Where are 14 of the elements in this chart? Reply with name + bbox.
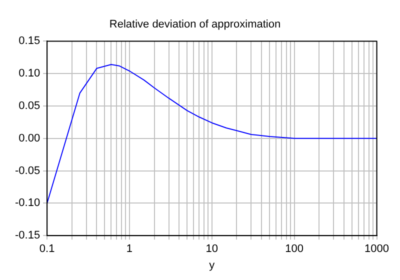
x-tick-label: 0.1 xyxy=(39,243,55,256)
x-tick-label: 1 xyxy=(126,243,133,256)
y-tick-label: 0.00 xyxy=(18,132,40,144)
y-tick-label: -0.15 xyxy=(14,230,40,242)
chart-title: Relative deviation of approximation xyxy=(109,18,281,31)
y-tick-label: -0.05 xyxy=(14,164,40,177)
y-tick-label: -0.10 xyxy=(14,197,40,210)
x-tick-label: 10 xyxy=(206,243,218,256)
x-tick-label: 1000 xyxy=(364,243,390,256)
y-tick-label: 0.10 xyxy=(18,68,40,80)
x-axis-title: y xyxy=(209,259,216,272)
x-tick-label: 100 xyxy=(285,243,304,256)
y-tick-label: 0.15 xyxy=(18,35,40,48)
y-tick-label: 0.05 xyxy=(18,100,40,112)
